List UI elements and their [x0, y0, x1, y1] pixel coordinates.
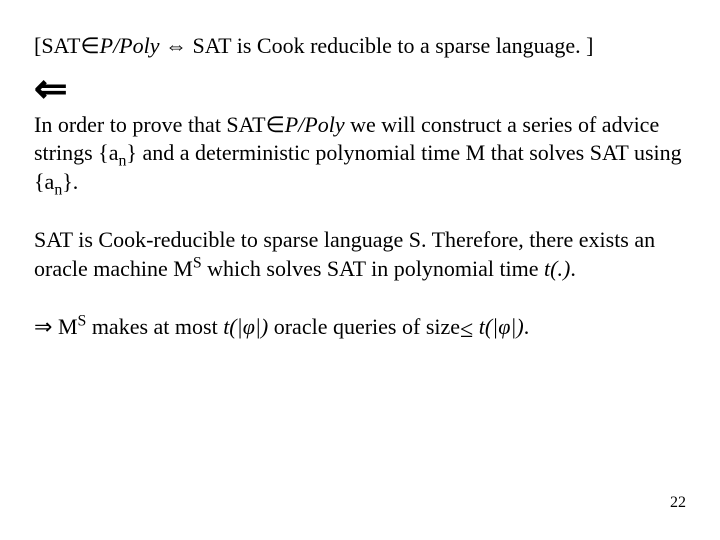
- tphi1b: |): [255, 314, 268, 339]
- ppoly-1: P/Poly: [100, 33, 160, 58]
- tphi2b: |): [510, 314, 523, 339]
- paragraph-1: In order to prove that SAT∈P/Poly we wil…: [34, 111, 686, 197]
- tfn: t(.): [544, 256, 570, 281]
- p2-t2: which solves SAT in polynomial time: [202, 256, 544, 281]
- p1-in: ∈: [266, 112, 285, 137]
- p1-t1: In order to prove that SAT: [34, 112, 266, 137]
- bracket-sat: [SAT: [34, 33, 80, 58]
- p3-t3: oracle queries of size: [268, 314, 460, 339]
- implies-symbol: ⇒: [34, 314, 52, 339]
- p1-t3: } and a deterministic polynomial time M …: [34, 140, 682, 194]
- p3-t4: .: [524, 314, 530, 339]
- paragraph-2: SAT is Cook-reducible to sparse language…: [34, 226, 686, 283]
- paragraph-3: ⇒ MS makes at most t(|φ|) oracle queries…: [34, 312, 686, 343]
- phi-1: φ: [243, 314, 255, 339]
- tphi2a: t(|: [473, 314, 498, 339]
- in-symbol: ∈: [80, 33, 99, 58]
- p1-t4: }.: [62, 169, 78, 194]
- p3-t1: M: [52, 314, 77, 339]
- big-left-arrow: ⇐: [34, 69, 686, 109]
- header-line: [SAT∈P/Poly ⇔ SAT is Cook reducible to a…: [34, 32, 686, 61]
- p3-t2: makes at most: [86, 314, 223, 339]
- p2-t3: .: [570, 256, 576, 281]
- header-rest: SAT is Cook reducible to a sparse langua…: [193, 33, 594, 58]
- iff-symbol: ⇔: [165, 33, 187, 58]
- sup-s-1: S: [193, 255, 202, 272]
- phi-2: φ: [498, 314, 510, 339]
- page-number: 22: [670, 494, 686, 512]
- sup-s-2: S: [78, 312, 87, 329]
- leq-symbol: ≤: [460, 317, 473, 343]
- ppoly-2: P/Poly: [285, 112, 345, 137]
- tphi1a: t(|: [223, 314, 243, 339]
